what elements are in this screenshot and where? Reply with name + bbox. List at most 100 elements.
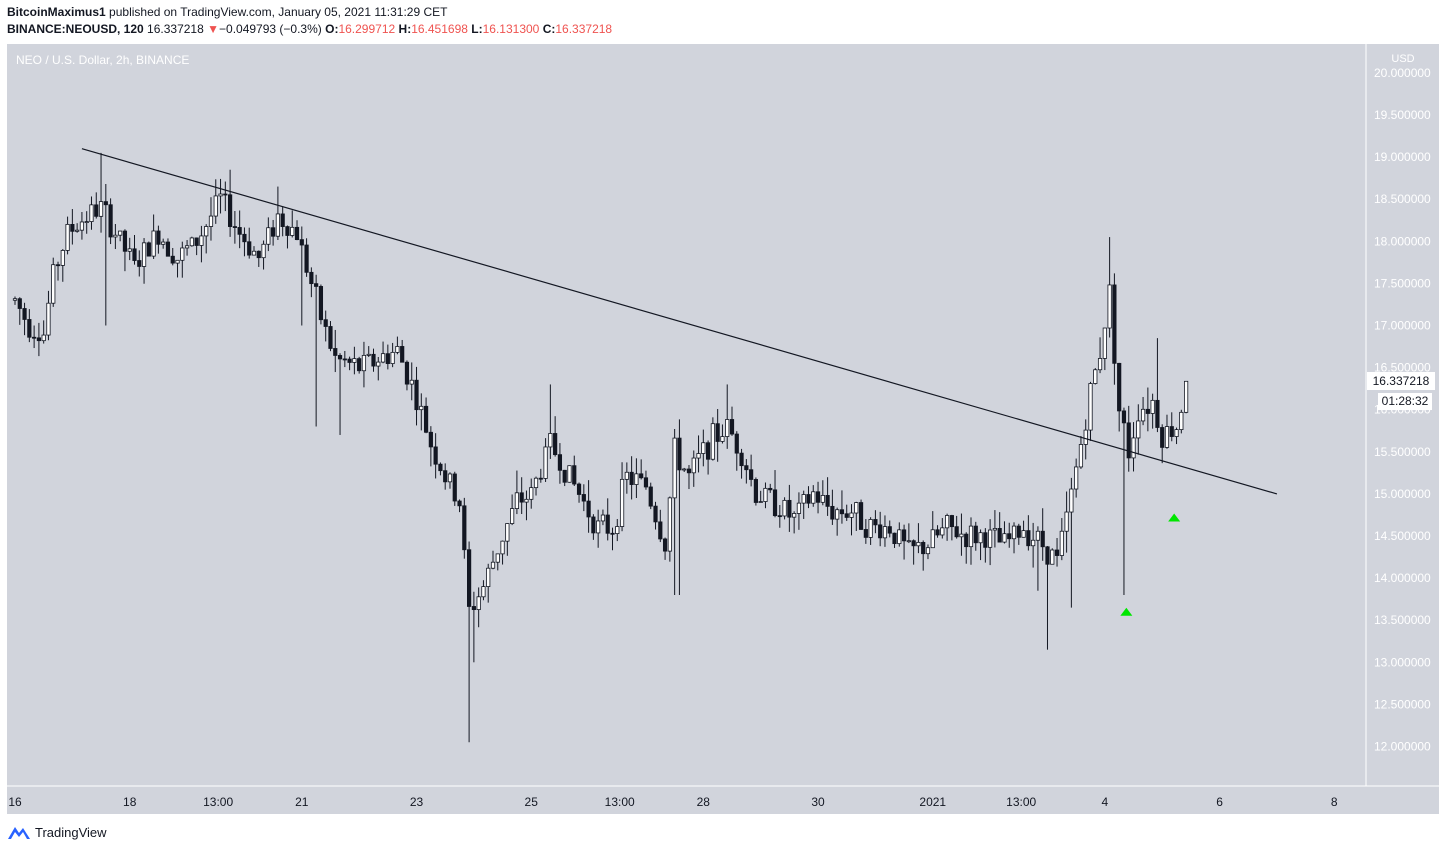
- candle-body: [901, 529, 907, 542]
- candle-body: [916, 541, 921, 547]
- candle-body: [395, 346, 400, 353]
- candle-body: [1064, 511, 1069, 532]
- candle-body: [715, 423, 720, 442]
- candle-body: [419, 405, 424, 411]
- candle-body: [949, 515, 954, 528]
- author-name[interactable]: BitcoinMaximus1: [7, 5, 106, 19]
- candle-body: [180, 247, 185, 261]
- candle-body: [27, 319, 32, 338]
- candle-body: [983, 532, 988, 548]
- candle-body: [624, 471, 629, 480]
- candle-body: [567, 465, 572, 483]
- candle-body: [510, 508, 515, 524]
- y-tick-label: 14.500000: [1374, 529, 1431, 543]
- y-tick-label: 18.500000: [1374, 192, 1431, 206]
- candle-body: [1088, 383, 1093, 431]
- candle-body: [1040, 530, 1045, 548]
- candle-body: [361, 354, 367, 372]
- candle-body: [696, 453, 701, 459]
- up-triangle-marker-icon: [1120, 607, 1133, 616]
- candle-body: [1131, 437, 1136, 459]
- candle-body: [256, 250, 261, 259]
- candle-body: [854, 502, 859, 514]
- candle-body: [304, 244, 309, 273]
- candle-body: [1126, 422, 1131, 459]
- candle-body: [299, 239, 304, 246]
- candle-body: [1045, 546, 1050, 565]
- candle-body: [667, 497, 672, 552]
- candle-body: [1155, 399, 1160, 428]
- candle-body: [1021, 530, 1026, 538]
- candle-body: [811, 491, 816, 504]
- candle-body: [959, 533, 964, 538]
- candle-body: [744, 465, 749, 471]
- candle-body: [686, 468, 692, 474]
- candle-body: [17, 298, 22, 309]
- candle-body: [323, 319, 328, 327]
- candle-body: [1011, 525, 1017, 540]
- y-tick-label: 15.500000: [1374, 445, 1431, 459]
- y-tick-label: 17.000000: [1374, 319, 1431, 333]
- candle-body: [701, 442, 706, 454]
- chart-area[interactable]: [7, 44, 1439, 814]
- candle-body: [591, 516, 596, 534]
- candle-body: [1074, 466, 1079, 490]
- candle-body: [46, 302, 51, 336]
- candle-body: [247, 241, 252, 256]
- candle-body: [1112, 284, 1117, 364]
- trendline: [81, 148, 1278, 495]
- candle-body: [988, 529, 993, 548]
- candle-body: [1059, 530, 1064, 556]
- x-tick-label: 18: [123, 795, 137, 809]
- publish-text: published on TradingView.com, January 05…: [109, 5, 448, 19]
- candle-body: [753, 479, 759, 503]
- tradingview-wordmark: TradingView: [35, 824, 107, 840]
- candle-body: [156, 230, 161, 245]
- candle-body: [466, 549, 472, 607]
- candle-body: [443, 470, 448, 483]
- candle-body: [352, 358, 357, 363]
- candle-body: [1169, 426, 1174, 437]
- candle-body: [729, 419, 735, 435]
- candle-body: [194, 237, 199, 246]
- candle-body: [428, 431, 433, 448]
- candle-body: [1136, 420, 1141, 439]
- candle-body: [1016, 525, 1021, 538]
- candle-body: [151, 230, 156, 257]
- x-tick-label: 13:00: [203, 795, 233, 809]
- candle-body: [992, 528, 998, 531]
- candle-body: [371, 353, 376, 367]
- candle-body: [892, 532, 897, 545]
- candle-body: [677, 437, 682, 471]
- candle-body: [830, 505, 835, 520]
- candle-body: [796, 502, 802, 514]
- candle-body: [777, 515, 782, 518]
- ohlc-header: BINANCE:NEOUSD, 120 16.337218 ▼−0.049793…: [7, 22, 612, 36]
- candle-body: [1093, 369, 1098, 384]
- candle-body: [610, 532, 615, 535]
- candle-body: [481, 586, 486, 598]
- candle-body: [873, 519, 878, 526]
- x-tick-label: 28: [697, 795, 711, 809]
- candle-body: [792, 513, 797, 518]
- candle-body: [954, 526, 959, 538]
- candle-body: [204, 226, 209, 237]
- candle-body: [170, 255, 175, 264]
- candle-body: [887, 526, 892, 534]
- candle-body: [108, 204, 113, 238]
- candle-body: [596, 520, 601, 534]
- candle-body: [476, 596, 481, 611]
- close-label: C:: [542, 22, 556, 36]
- candle-body: [763, 487, 768, 502]
- candle-body: [935, 529, 940, 536]
- candle-body: [1160, 427, 1165, 448]
- candle-body: [648, 486, 653, 507]
- candle-body: [409, 379, 414, 385]
- candle-body: [1179, 411, 1184, 431]
- chart-legend: NEO / U.S. Dollar, 2h, BINANCE: [16, 53, 190, 67]
- candle-body: [519, 492, 524, 503]
- candle-body: [1026, 530, 1031, 547]
- candle-body: [113, 234, 118, 238]
- footer-branding[interactable]: TradingView: [7, 824, 107, 840]
